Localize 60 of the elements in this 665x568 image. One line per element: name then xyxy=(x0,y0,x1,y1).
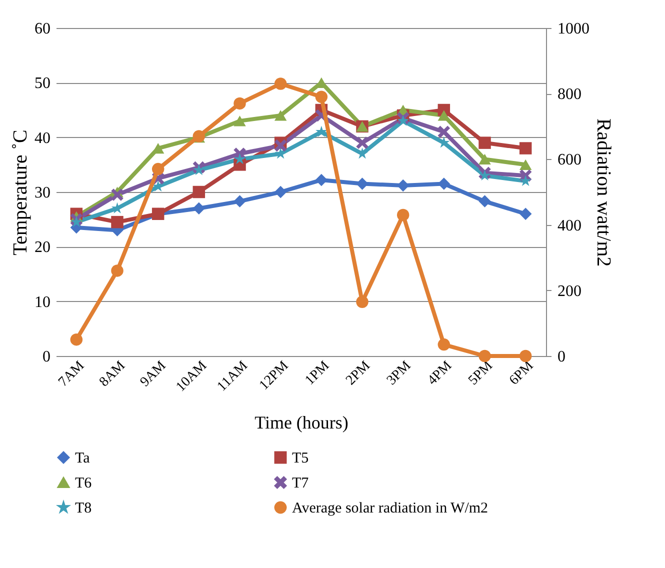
legend-label: Ta xyxy=(75,450,90,467)
legend-label: Average solar radiation in W/m2 xyxy=(292,500,488,516)
y2-axis-title: Radiation watt/m2 xyxy=(592,118,614,267)
legend-label: T8 xyxy=(75,500,92,516)
x-axis-title: Time (hours) xyxy=(254,412,348,432)
point xyxy=(274,186,287,198)
point xyxy=(356,296,368,308)
point xyxy=(111,264,124,277)
point xyxy=(274,110,287,121)
point xyxy=(152,162,164,176)
point xyxy=(274,139,287,152)
y-tick-label: 0 xyxy=(42,348,50,366)
point xyxy=(438,338,450,351)
point xyxy=(519,208,532,220)
point xyxy=(478,169,491,181)
point xyxy=(478,195,491,208)
point xyxy=(438,126,450,138)
point xyxy=(234,195,246,208)
point xyxy=(70,333,83,346)
point xyxy=(70,216,82,228)
y2-tick-label: 800 xyxy=(558,86,582,104)
point xyxy=(274,78,287,90)
point xyxy=(356,136,368,149)
y2-tick-label: 0 xyxy=(558,348,566,366)
point xyxy=(111,216,124,228)
point xyxy=(234,116,246,126)
x-tick-label: 6PM xyxy=(506,358,538,388)
y-axis-title: Temperature ˚C xyxy=(10,130,32,256)
point xyxy=(478,136,491,149)
point xyxy=(192,186,206,198)
point xyxy=(111,188,124,201)
legend-label: T6 xyxy=(75,476,92,492)
x-tick-label: 5PM xyxy=(466,358,496,388)
y-tick-label: 10 xyxy=(34,294,50,311)
y2-tick-label: 600 xyxy=(558,152,582,169)
point xyxy=(193,164,205,176)
y2-tick-label: 400 xyxy=(558,217,582,234)
y2-tick-label: 1000 xyxy=(558,20,590,38)
legend-label: T5 xyxy=(292,450,309,467)
point xyxy=(316,126,328,137)
point xyxy=(519,142,532,154)
y2-tick-label: 200 xyxy=(558,282,582,300)
point xyxy=(478,154,491,165)
point xyxy=(234,97,246,110)
point xyxy=(356,178,368,190)
point xyxy=(478,350,491,362)
point xyxy=(520,174,532,186)
legend-label: T7 xyxy=(292,476,310,492)
y-tick-label: 50 xyxy=(34,75,50,92)
point xyxy=(519,159,532,170)
point xyxy=(396,208,410,222)
point xyxy=(397,114,409,126)
y-tick-label: 60 xyxy=(34,20,50,38)
y-tick-label: 40 xyxy=(34,130,50,147)
point xyxy=(192,202,206,215)
point xyxy=(519,350,532,362)
y-tick-label: 30 xyxy=(34,184,50,202)
point xyxy=(234,153,246,164)
y-tick-label: 20 xyxy=(34,239,50,256)
point xyxy=(315,90,328,103)
